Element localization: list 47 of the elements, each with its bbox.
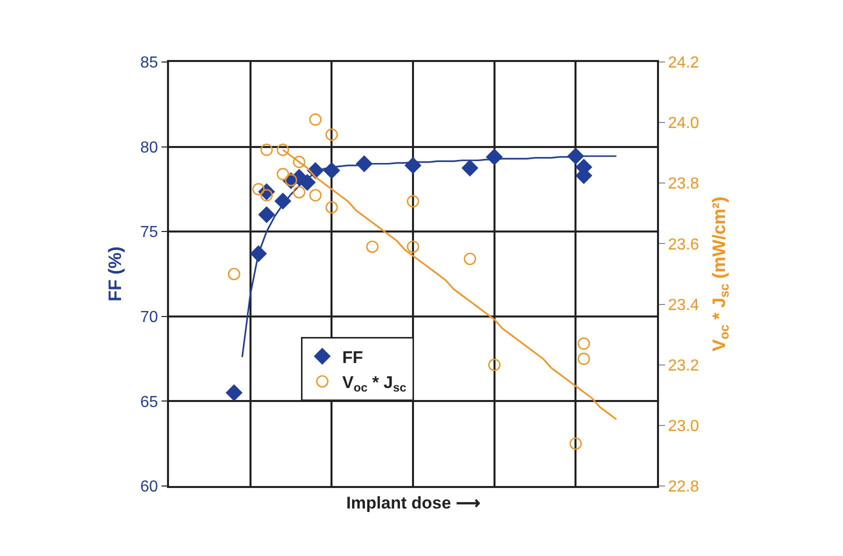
point	[406, 195, 420, 208]
x-axis-title: Implant dose ⟶	[346, 494, 480, 513]
legend-label: V$_{oc}$ * J$_{sc}$	[342, 372, 407, 395]
point	[488, 358, 500, 372]
y-tick-label: 60	[140, 478, 158, 496]
point	[578, 338, 590, 350]
point	[326, 128, 338, 141]
point	[226, 384, 243, 402]
y2-tick-label: 23.6	[668, 236, 700, 254]
point	[228, 268, 240, 280]
point	[252, 183, 265, 196]
y-tick-label: 85	[140, 54, 158, 72]
point	[406, 240, 420, 253]
point	[309, 113, 322, 126]
y2-tick-label: 22.8	[668, 478, 700, 496]
y-tick-label: 65	[140, 394, 158, 411]
y2-tick-label: 23.0	[668, 418, 700, 436]
point	[578, 352, 590, 365]
point	[292, 186, 306, 198]
point	[356, 155, 373, 172]
point	[258, 206, 276, 224]
y2-tick-label: 23.8	[668, 176, 700, 193]
point	[366, 240, 378, 253]
point	[276, 168, 290, 180]
y-tick-label: 75	[140, 224, 158, 242]
y-tick-label: 80	[140, 139, 158, 156]
y2-tick-label: 23.2	[668, 357, 700, 374]
y-tick-label: 70	[140, 309, 158, 326]
y2-tick-label: 24.2	[668, 54, 700, 72]
point	[570, 437, 582, 450]
point	[260, 144, 273, 156]
point	[326, 201, 338, 214]
point	[274, 192, 292, 210]
y-axis-title: FF (%)	[104, 246, 125, 302]
y2-tick-label: 23.4	[668, 296, 700, 314]
y2-tick-label: 24.0	[668, 115, 700, 132]
point	[461, 160, 478, 176]
legend-label: FF	[342, 348, 364, 367]
point	[464, 252, 476, 266]
point	[404, 157, 422, 174]
point	[276, 144, 290, 156]
point	[323, 162, 340, 179]
point	[250, 245, 267, 262]
point	[486, 148, 503, 166]
point	[309, 189, 322, 202]
point	[567, 148, 584, 165]
point	[292, 156, 306, 168]
